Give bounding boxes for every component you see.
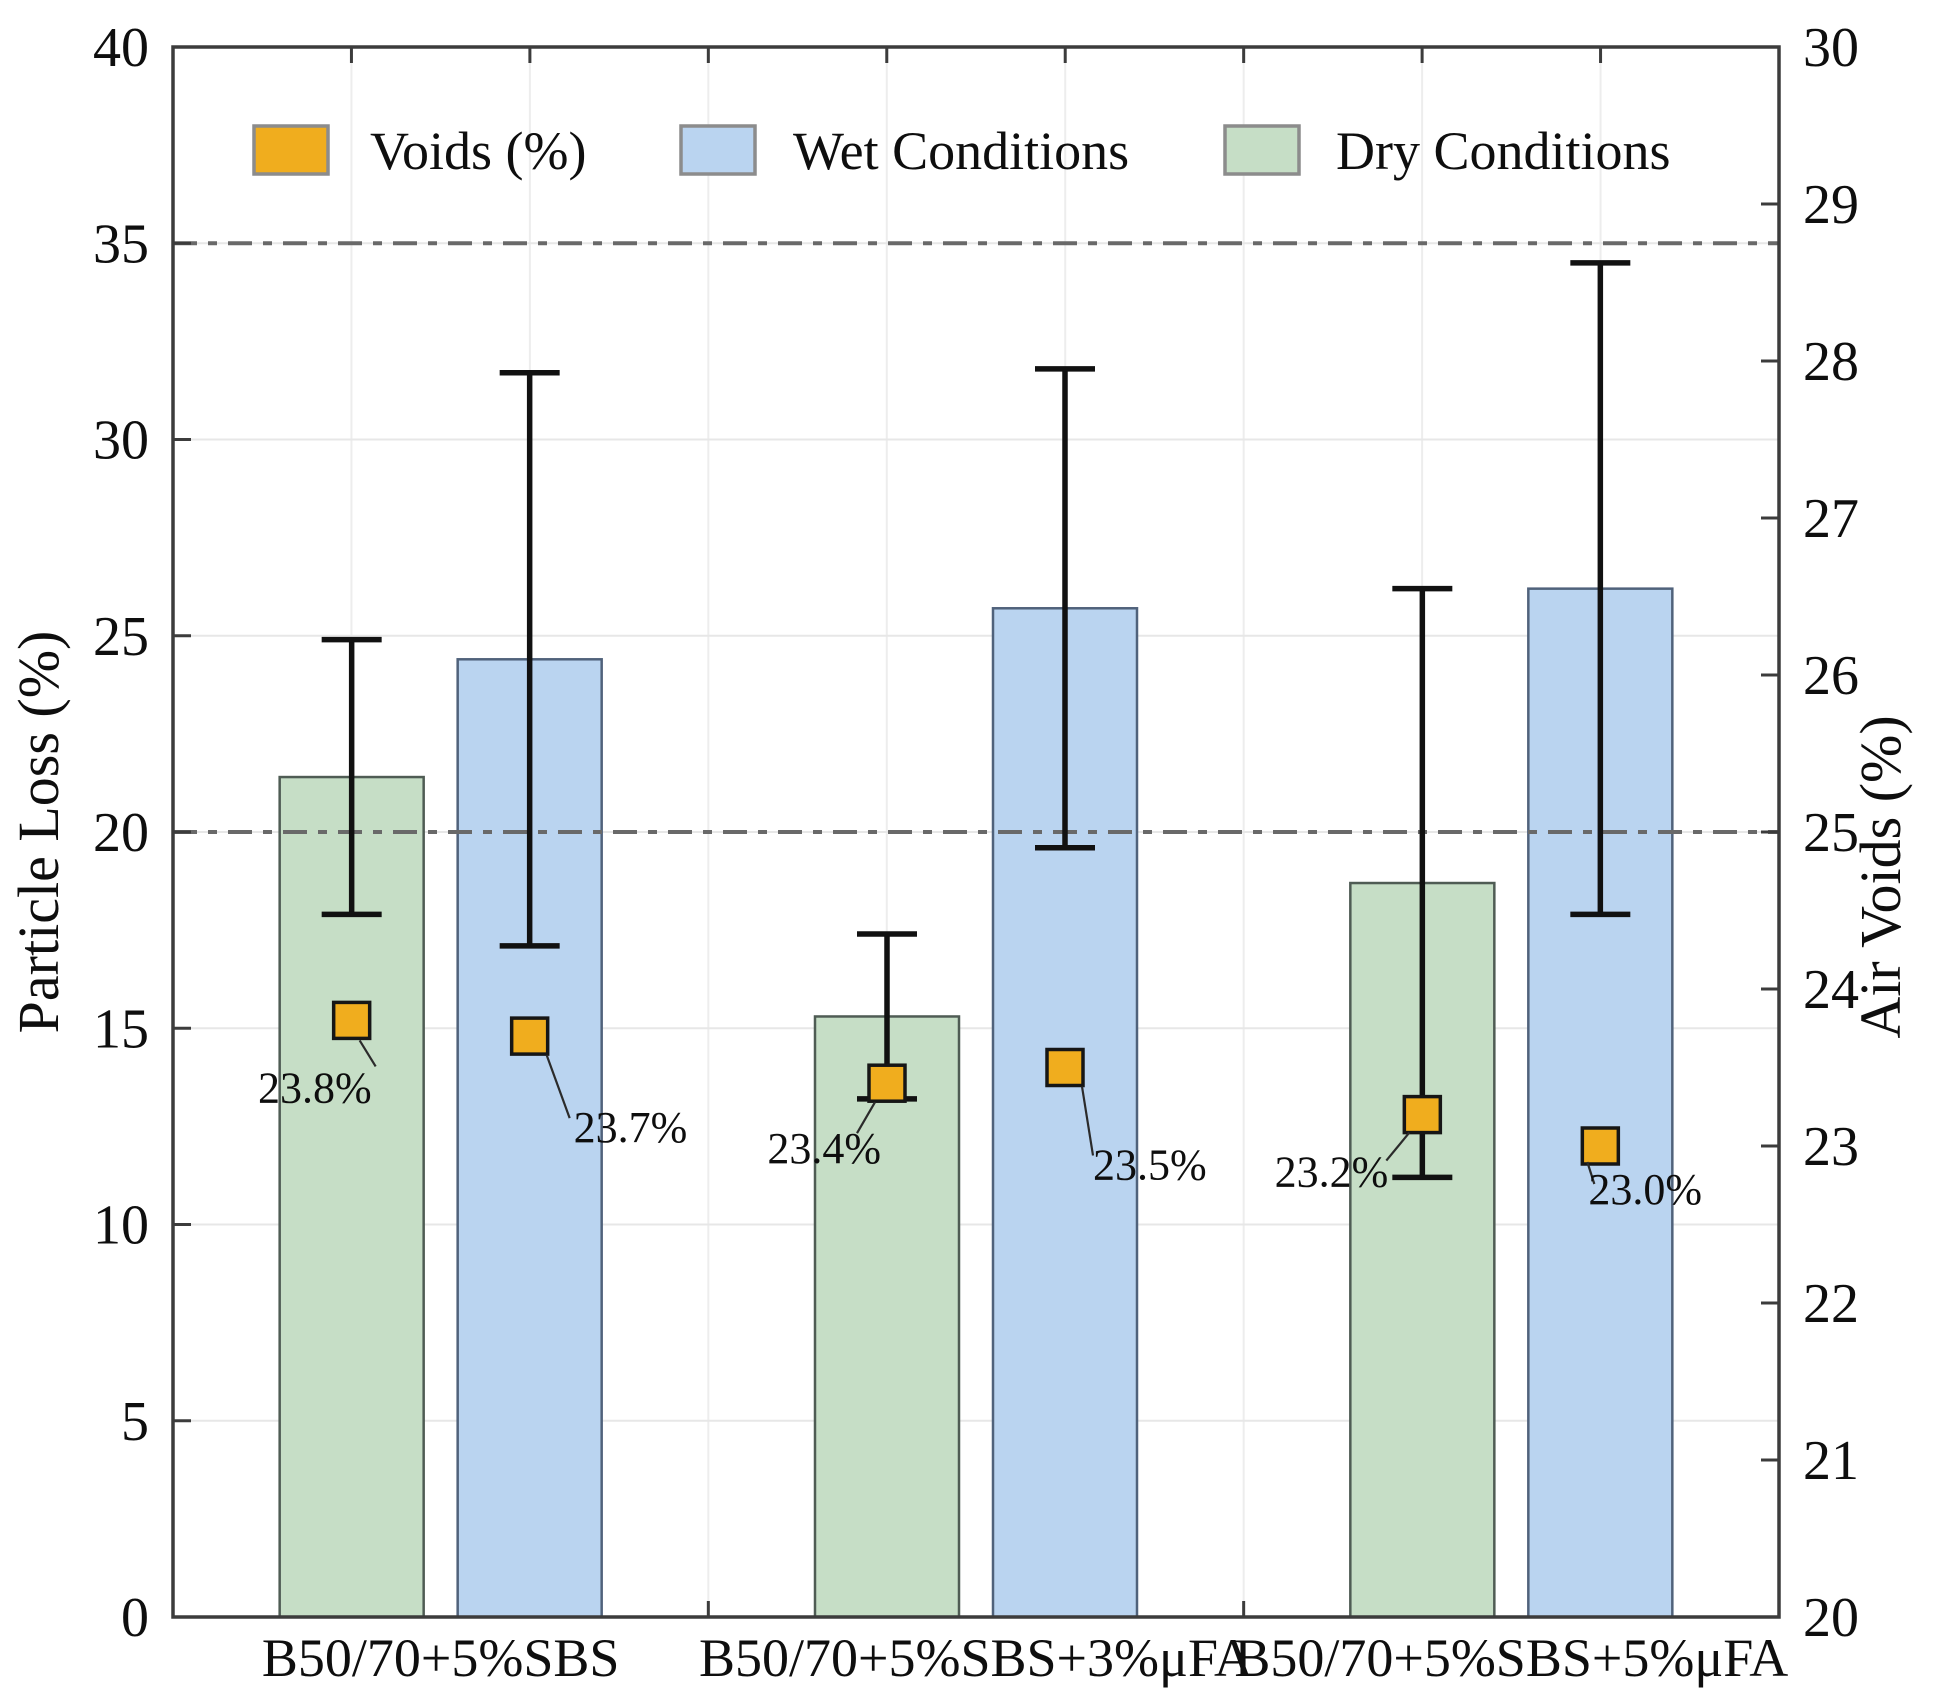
annotation-label-1: 23.7%: [574, 1103, 688, 1152]
voids-marker-wet-2: [1580, 1126, 1621, 1166]
right-tick-label-28: 28: [1803, 331, 1859, 393]
x-category-label-0: B50/70+5%SBS: [262, 1628, 620, 1688]
voids-marker-wet-1: [1045, 1047, 1085, 1088]
right-tick-label-29: 29: [1803, 174, 1859, 236]
right-tick-label-24: 24: [1803, 959, 1859, 1021]
right-tick-label-30: 30: [1803, 17, 1859, 79]
left-tick-label-30: 30: [93, 410, 149, 472]
right-tick-label-21: 21: [1803, 1430, 1859, 1492]
annotation-label-5: 23.0%: [1588, 1165, 1702, 1214]
legend-item-2-label: Dry Conditions: [1336, 121, 1671, 181]
right-tick-label-22: 22: [1803, 1273, 1859, 1335]
voids-marker-dry-1: [867, 1063, 907, 1103]
legend-item-1-swatch: [679, 124, 757, 176]
legend-item-2-swatch: [1223, 124, 1301, 176]
left-tick-label-15: 15: [93, 998, 149, 1060]
right-tick-label-26: 26: [1803, 645, 1859, 707]
left-tick-label-5: 5: [121, 1391, 149, 1453]
left-tick-label-25: 25: [93, 606, 149, 668]
left-tick-label-10: 10: [93, 1195, 149, 1257]
annotation-label-3: 23.5%: [1093, 1141, 1207, 1190]
legend-item-0-label: Voids (%): [370, 121, 587, 181]
left-tick-label-20: 20: [93, 802, 149, 864]
legend-item-1-label: Wet Conditions: [793, 121, 1129, 181]
voids-marker-dry-0: [331, 1000, 372, 1041]
annotation-leader-5: [1586, 1161, 1596, 1185]
annotation-label-0: 23.8%: [258, 1063, 372, 1112]
legend-item-0-swatch: [252, 124, 330, 176]
annotation-label-2: 23.4%: [767, 1124, 881, 1173]
x-category-label-1: B50/70+5%SBS+3%μFA: [699, 1628, 1253, 1688]
annotation-leader-1: [545, 1054, 571, 1119]
annotation-leader-3: [1080, 1086, 1095, 1156]
right-tick-label-23: 23: [1803, 1116, 1859, 1178]
right-tick-label-20: 20: [1803, 1587, 1859, 1649]
annotation-leader-4: [1385, 1131, 1411, 1162]
voids-marker-wet-0: [509, 1016, 550, 1056]
left-tick-label-0: 0: [121, 1587, 149, 1649]
left-tick-label-40: 40: [93, 17, 149, 79]
axis-title-right: Air Voids (%): [1848, 715, 1913, 1038]
x-category-label-2: B50/70+5%SBS+5%μFA: [1234, 1628, 1788, 1688]
axis-title-left: Particle Loss (%): [6, 631, 71, 1034]
left-tick-label-35: 35: [93, 213, 149, 275]
right-tick-label-27: 27: [1803, 488, 1859, 550]
annotation-leader-0: [358, 1039, 377, 1067]
bar-dry-1: [813, 1015, 961, 1619]
voids-marker-dry-2: [1402, 1094, 1443, 1135]
annotation-leader-2: [856, 1101, 876, 1134]
annotation-label-4: 23.2%: [1275, 1148, 1389, 1197]
right-tick-label-25: 25: [1803, 802, 1859, 864]
